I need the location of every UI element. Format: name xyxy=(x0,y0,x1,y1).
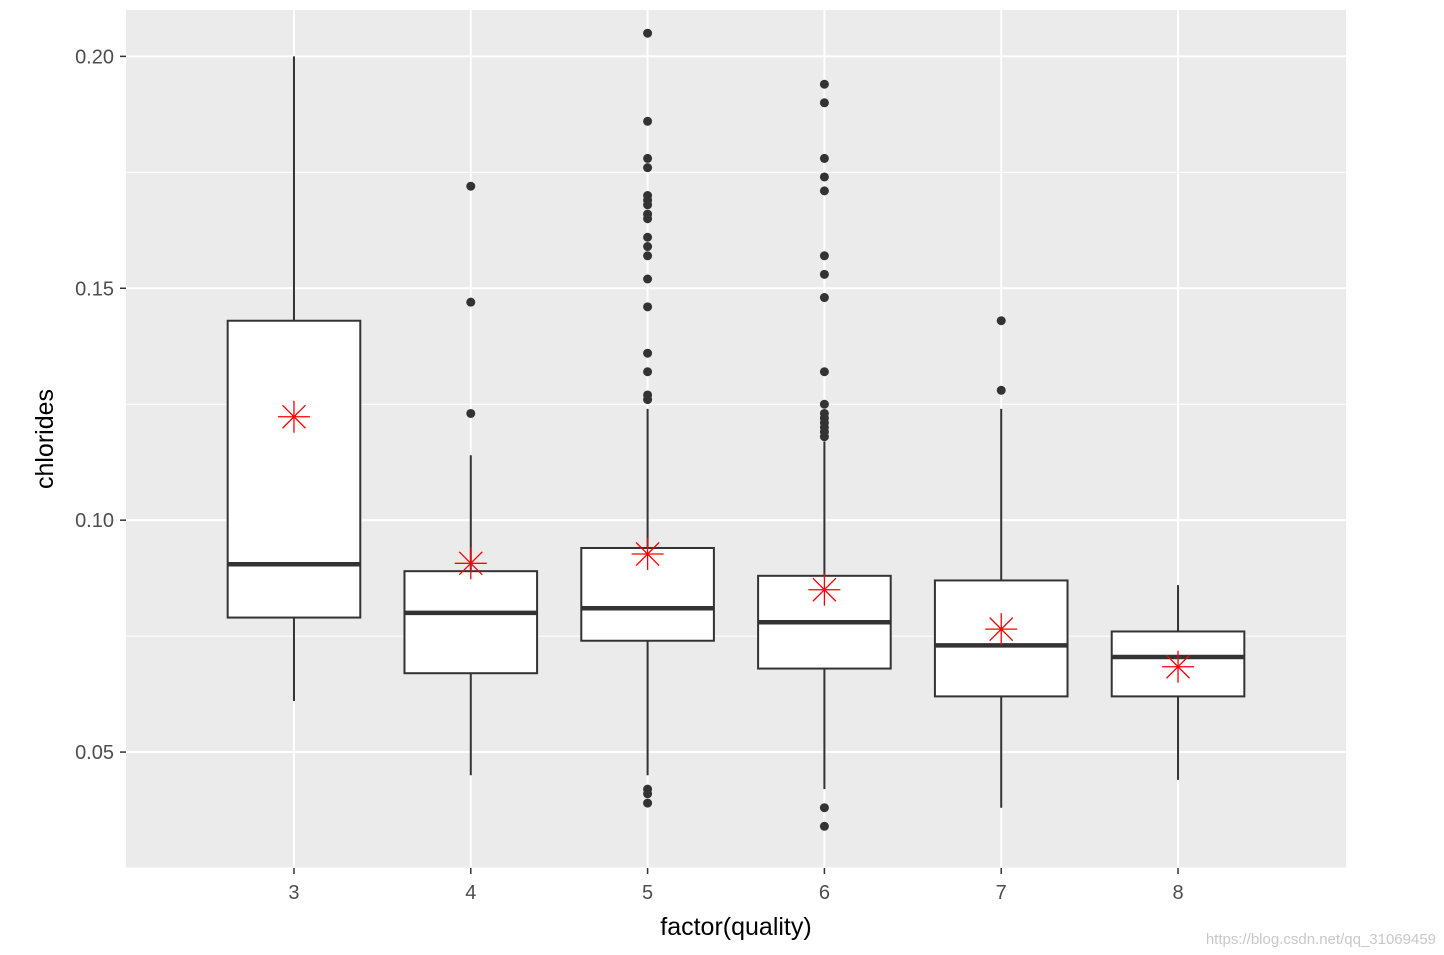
watermark: https://blog.csdn.net/qq_31069459 xyxy=(1206,931,1436,948)
mean-marker-stroke xyxy=(281,404,306,429)
mean-marker-stroke xyxy=(989,617,1014,642)
y-axis-title: chlorides xyxy=(31,389,59,489)
outlier-point xyxy=(819,821,829,831)
outlier-point xyxy=(819,79,829,89)
y-axis-ticks: 0.05 0.10 0.15 0.20 xyxy=(75,46,126,764)
outlier-point xyxy=(819,186,829,196)
box-group-quality-5 xyxy=(580,28,715,808)
outlier-point xyxy=(643,784,653,794)
outlier-point xyxy=(819,399,829,409)
x-tick-label: 4 xyxy=(465,882,476,904)
box-iqr xyxy=(403,570,539,675)
mean-marker xyxy=(277,400,310,433)
outlier-point xyxy=(643,348,653,358)
x-tick-label: 3 xyxy=(288,882,299,904)
mean-marker xyxy=(985,613,1018,646)
x-axis-title: factor(quality) xyxy=(660,913,811,941)
outlier-point xyxy=(643,367,653,377)
outlier-point xyxy=(466,297,476,307)
outlier-point xyxy=(996,316,1006,326)
outlier-point xyxy=(643,116,653,126)
box-group-quality-8 xyxy=(1110,585,1246,780)
outlier-point xyxy=(819,172,829,182)
mean-marker xyxy=(808,573,841,606)
boxes xyxy=(226,28,1246,831)
outlier-point xyxy=(466,181,476,191)
outlier-point xyxy=(643,798,653,808)
y-tick-label: 0.20 xyxy=(75,46,114,68)
mean-marker xyxy=(631,538,664,571)
outlier-point xyxy=(819,803,829,813)
y-tick-label: 0.10 xyxy=(75,510,114,532)
x-tick-label: 8 xyxy=(1172,882,1183,904)
mean-marker-stroke xyxy=(635,542,660,566)
outlier-point xyxy=(643,390,653,400)
outlier-point xyxy=(643,232,653,242)
mean-marker-stroke xyxy=(1166,654,1191,679)
outlier-point xyxy=(819,269,829,279)
outlier-point xyxy=(819,367,829,377)
x-tick-label: 7 xyxy=(996,882,1007,904)
mean-marker-stroke xyxy=(812,577,837,602)
x-tick-label: 6 xyxy=(819,882,830,904)
outlier-point xyxy=(643,274,653,284)
x-tick-label: 5 xyxy=(642,882,653,904)
outlier-point xyxy=(643,28,653,38)
outlier-point xyxy=(996,385,1006,395)
outlier-point xyxy=(643,302,653,312)
box-group-quality-4 xyxy=(403,181,539,776)
box-group-quality-3 xyxy=(226,56,362,702)
x-axis-ticks: 3 4 5 6 7 8 xyxy=(288,868,1184,904)
outlier-point xyxy=(643,242,653,252)
y-tick-label: 0.05 xyxy=(75,742,114,764)
box-iqr xyxy=(226,319,362,619)
box-group-quality-6 xyxy=(757,79,892,831)
box-group-quality-7 xyxy=(933,316,1069,808)
outlier-point xyxy=(643,153,653,163)
box-iqr xyxy=(933,579,1069,698)
outlier-point xyxy=(466,408,476,418)
mean-marker-stroke xyxy=(458,551,483,576)
outlier-point xyxy=(643,191,653,201)
outlier-point xyxy=(643,209,653,219)
outlier-point xyxy=(819,98,829,108)
outlier-point xyxy=(819,153,829,163)
mean-marker xyxy=(454,547,487,580)
outlier-point xyxy=(819,293,829,303)
outlier-point xyxy=(819,408,829,418)
outlier-point xyxy=(643,163,653,173)
y-tick-label: 0.15 xyxy=(75,278,114,300)
mean-marker xyxy=(1162,650,1195,683)
outlier-point xyxy=(819,251,829,261)
outlier-point xyxy=(643,251,653,261)
